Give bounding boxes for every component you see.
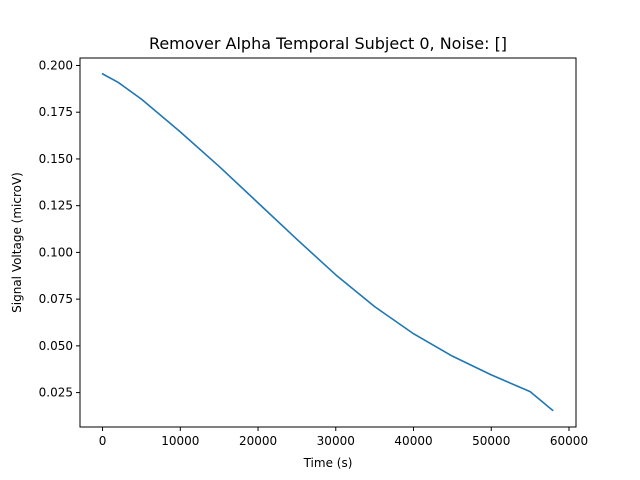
- y-tick-label: 0.200: [39, 58, 73, 72]
- y-axis-ticks: 0.025 0.050 0.075 0.100 0.125 0.150 0.175 0.200: [39, 58, 80, 400]
- x-tick-label: 10000: [161, 434, 199, 448]
- x-tick-label: 50000: [472, 434, 510, 448]
- series-layer: [101, 73, 554, 412]
- y-tick-label: 0.025: [39, 386, 73, 400]
- x-tick-label: 20000: [239, 434, 277, 448]
- y-tick-label: 0.175: [39, 105, 73, 119]
- plot-frame: [79, 57, 577, 428]
- series-line: [101, 73, 554, 412]
- chart-title: Remover Alpha Temporal Subject 0, Noise:…: [149, 34, 507, 53]
- x-tick-label: 40000: [394, 434, 432, 448]
- x-tick-label: 60000: [550, 434, 588, 448]
- y-tick-label: 0.150: [39, 152, 73, 166]
- y-tick-label: 0.050: [39, 339, 73, 353]
- y-tick-label: 0.100: [39, 245, 73, 259]
- x-axis-ticks: 0 10000 20000 30000 40000 50000 60000: [99, 427, 588, 448]
- y-tick-label: 0.075: [39, 292, 73, 306]
- x-tick-label: 0: [99, 434, 107, 448]
- x-axis-label: Time (s): [303, 456, 353, 470]
- y-tick-label: 0.125: [39, 199, 73, 213]
- y-axis-label: Signal Voltage (microV): [10, 172, 24, 313]
- x-tick-label: 30000: [317, 434, 355, 448]
